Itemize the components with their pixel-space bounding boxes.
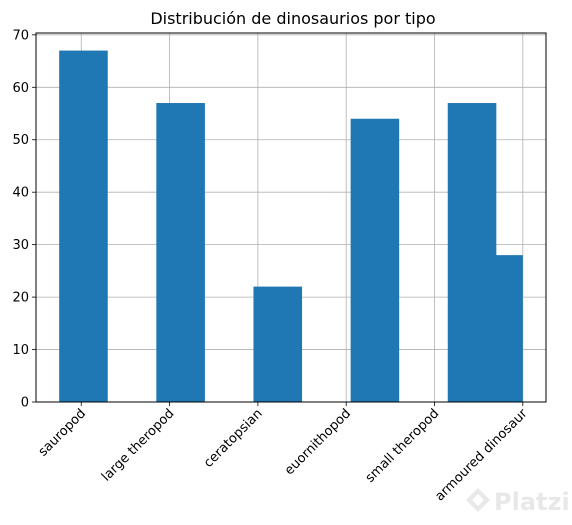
watermark-text: Platzi [494,488,570,516]
x-tick-label: small theropod [363,406,443,486]
x-tick-label: euornithopod [282,406,354,478]
bars-group [59,50,523,403]
x-tick-label: large theropod [99,406,177,484]
bar-ceratopsian [253,286,303,402]
y-tick-label: 10 [12,343,29,358]
y-tick-label: 40 [12,186,29,201]
y-tick-label: 70 [12,28,29,43]
x-axis: sauropod large theropod ceratopsian euornit… [36,402,531,504]
y-tick-label: 0 [21,396,29,411]
bar-large-theropod [156,103,205,403]
watermark: Platzi [466,488,570,516]
y-tick-label: 30 [12,238,29,253]
platzi-logo-icon [466,488,490,512]
x-tick-label: sauropod [36,406,89,459]
chart-title: Distribución de dinosaurios por tipo [150,9,435,28]
y-tick-label: 60 [12,81,29,96]
x-tick-label: ceratopsian [201,406,266,471]
y-tick-label: 50 [12,133,29,148]
bar-armoured-dinosaur [474,255,523,402]
y-axis: 0 10 20 30 40 50 60 70 [12,28,36,411]
bar-sauropod [59,50,108,402]
plot-frame [35,32,547,403]
bar-euornithopod [350,118,400,402]
y-tick-label: 20 [12,291,29,306]
